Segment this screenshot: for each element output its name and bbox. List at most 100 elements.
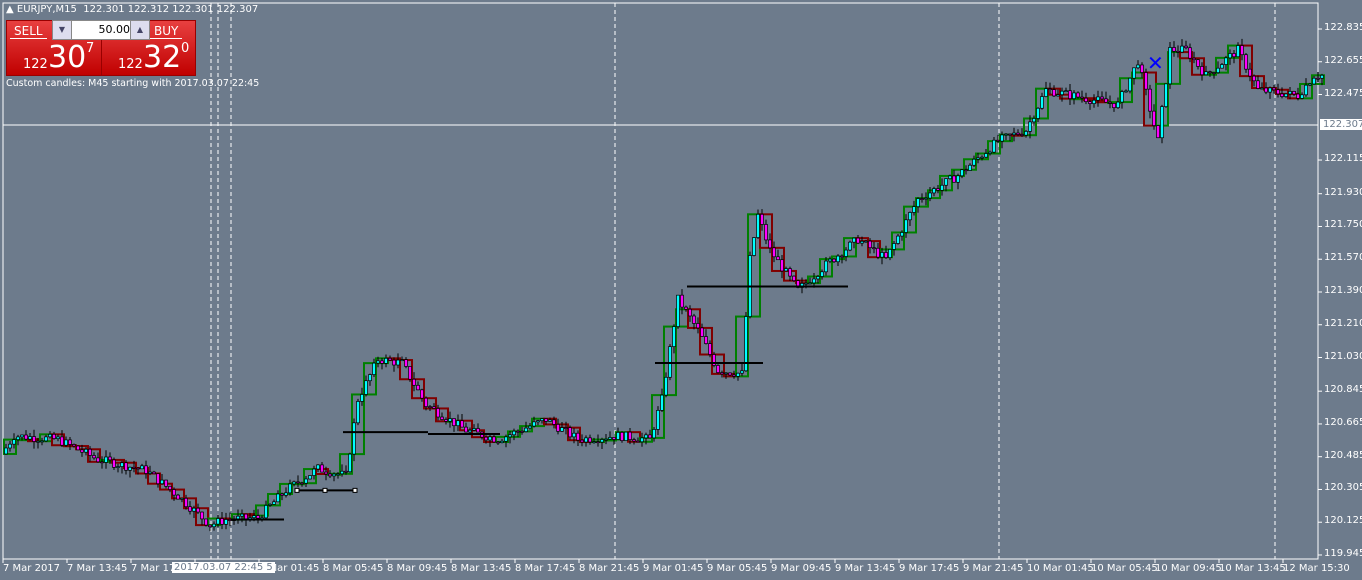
lot-increase-button[interactable]: ▲ <box>130 20 150 40</box>
candle <box>532 421 536 427</box>
m45-candle <box>699 326 713 356</box>
candle <box>1252 75 1256 82</box>
m45-candle <box>267 492 281 507</box>
candle <box>428 406 432 408</box>
price-axis-label: 120.125 <box>1324 515 1362 527</box>
candle <box>956 175 960 183</box>
candle <box>400 359 404 362</box>
candle <box>812 278 816 284</box>
candle <box>588 437 592 443</box>
time-axis-label: 8 Mar 01:45 <box>259 563 320 574</box>
candle <box>44 436 48 442</box>
candle <box>1140 64 1144 73</box>
candle <box>1152 110 1156 126</box>
candle <box>116 466 120 468</box>
candle <box>1124 90 1128 93</box>
time-axis-label: 10 Mar 09:45 <box>1155 563 1222 574</box>
candle <box>144 465 148 474</box>
candle <box>556 424 560 432</box>
current-price-label: 122.307 <box>1320 119 1362 130</box>
candle <box>1132 67 1136 79</box>
candle <box>184 497 188 508</box>
candle <box>456 420 460 427</box>
candle <box>612 437 616 440</box>
candle <box>720 372 724 375</box>
m45-candle <box>1119 77 1133 104</box>
candle <box>408 366 412 380</box>
candle <box>292 481 296 485</box>
candle <box>844 249 848 257</box>
candle <box>788 268 792 277</box>
candle <box>192 507 196 512</box>
candle <box>700 327 704 337</box>
candle <box>448 418 452 422</box>
chart-title: ▲ EURJPY,M15 122.301 122.312 122.301 122… <box>6 4 259 15</box>
m45-candle <box>663 325 677 397</box>
time-axis-label: 9 Mar 09:45 <box>771 563 832 574</box>
candle <box>1280 93 1284 97</box>
candle <box>24 434 28 440</box>
m45-candle <box>51 433 65 447</box>
candle <box>524 427 528 432</box>
m45-candle <box>111 458 125 464</box>
candle <box>1016 132 1020 135</box>
time-axis-label: 7 Mar 17:45 <box>131 563 192 574</box>
time-axis-label: 7 Mar 13:45 <box>67 563 128 574</box>
time-axis-label: 10 Mar 13:45 <box>1219 563 1286 574</box>
candle <box>648 434 652 439</box>
m45-candle <box>351 393 365 456</box>
candle <box>652 429 656 439</box>
candle <box>1312 77 1316 85</box>
candle <box>252 515 256 518</box>
candle <box>1276 89 1280 95</box>
candle <box>752 237 756 256</box>
candle <box>1104 98 1108 103</box>
m45-candle <box>411 378 425 400</box>
candle <box>928 192 932 199</box>
candle <box>1300 94 1304 99</box>
candle <box>460 420 464 428</box>
candle <box>200 511 204 520</box>
candle <box>388 357 392 361</box>
candle <box>16 436 20 440</box>
candle <box>4 447 8 455</box>
candle <box>876 247 880 258</box>
candle <box>960 169 964 177</box>
candle <box>664 376 668 396</box>
candle <box>416 384 420 391</box>
price-axis-label: 121.390 <box>1324 284 1362 296</box>
candle <box>180 497 184 500</box>
candle <box>484 436 488 441</box>
time-axis-label: 8 Mar 13:45 <box>451 563 512 574</box>
m45-candle <box>435 407 449 423</box>
candle <box>1028 121 1032 132</box>
candle <box>1012 132 1016 136</box>
lot-size-input[interactable]: 50.00 <box>71 20 135 40</box>
candle <box>152 471 156 475</box>
candle <box>172 489 176 496</box>
candle <box>860 240 864 244</box>
candle <box>320 464 324 473</box>
candle <box>40 440 44 443</box>
collapse-icon[interactable]: ▲ <box>6 4 17 15</box>
candle <box>1220 64 1224 69</box>
candle <box>1072 92 1076 99</box>
candle <box>140 465 144 470</box>
candle <box>240 513 244 517</box>
candle <box>392 359 396 366</box>
candle <box>424 397 428 407</box>
candle <box>60 436 64 446</box>
candle <box>848 241 852 251</box>
m45-candle <box>87 448 101 463</box>
candle <box>872 247 876 250</box>
candle <box>80 449 84 453</box>
candle <box>296 481 300 484</box>
candle <box>20 434 24 438</box>
candle <box>744 316 748 372</box>
time-axis-label: 10 Mar 05:45 <box>1091 563 1158 574</box>
lot-decrease-button[interactable]: ▼ <box>52 20 72 40</box>
candle <box>804 282 808 285</box>
candle <box>1304 84 1308 96</box>
candle <box>312 468 316 476</box>
